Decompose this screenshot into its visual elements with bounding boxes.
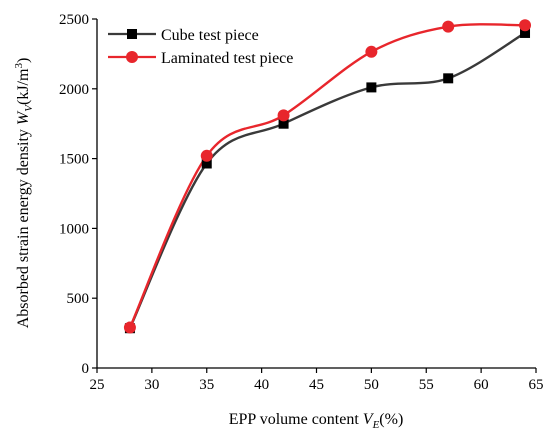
legend: Cube test piece Laminated test piece	[108, 27, 293, 67]
y-axis-label-main: Absorbed strain energy density	[15, 125, 32, 328]
data-point	[442, 20, 455, 33]
data-point	[520, 27, 531, 38]
x-tick-label: 30	[144, 377, 159, 393]
y-tick-label: 1000	[59, 221, 89, 237]
series-line-0	[128, 31, 526, 329]
data-point	[366, 82, 377, 93]
x-axis-label-var: V	[363, 411, 375, 428]
legend-label-cube: Cube test piece	[161, 27, 259, 44]
legend-marker-laminated	[126, 51, 138, 63]
y-axis-label-unit: (kJ/m	[15, 68, 32, 105]
data-point	[443, 73, 454, 84]
x-axis-label: EPP volume content VE(%)	[229, 411, 404, 431]
x-axis-label-sub: E	[372, 419, 380, 431]
series-layer	[123, 19, 532, 334]
y-tick-label: 1500	[59, 152, 89, 168]
x-axis-label-unit: (%)	[379, 411, 403, 428]
legend-marker-cube	[127, 29, 137, 39]
y-tick-label: 2500	[59, 12, 89, 28]
y-tick-label: 2000	[59, 82, 89, 98]
x-tick-label: 25	[90, 377, 105, 393]
x-tick-label: 65	[529, 377, 544, 393]
y-tick-label: 500	[67, 291, 90, 307]
y-tick-label: 0	[82, 361, 90, 377]
x-tick-label: 55	[419, 377, 434, 393]
legend-label-laminated: Laminated test piece	[161, 50, 293, 67]
x-tick-label: 45	[309, 377, 324, 393]
x-tick-label: 60	[474, 377, 489, 393]
y-axis-label-sup: 3	[13, 63, 25, 69]
y-axis-label-sub: V	[23, 104, 35, 112]
ticks-layer: 25 30 35 40 45 50 55 60 65 0 500 1000 1500 2000 2500	[59, 12, 544, 393]
data-point	[365, 45, 378, 58]
x-axis-label-main: EPP volume content	[229, 411, 363, 428]
axes-layer	[96, 19, 536, 369]
y-axis-label-var: W	[15, 110, 32, 125]
data-point	[277, 109, 290, 122]
x-tick-label: 50	[364, 377, 379, 393]
data-point	[123, 321, 136, 334]
data-point	[200, 149, 213, 162]
data-point	[519, 19, 532, 32]
y-axis-label: Absorbed strain energy density WV(kJ/m3)	[13, 58, 35, 329]
x-tick-label: 35	[199, 377, 214, 393]
x-tick-label: 40	[254, 377, 269, 393]
y-axis-label-close: )	[15, 58, 32, 63]
data-point	[201, 158, 212, 169]
data-point	[278, 118, 289, 129]
